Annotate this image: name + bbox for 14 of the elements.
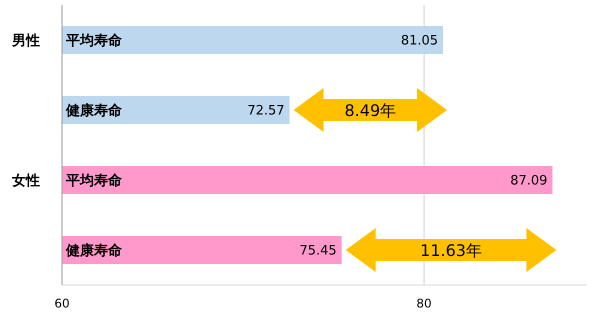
- data-label: 87.09: [510, 174, 548, 189]
- data-label: 72.57: [247, 104, 285, 119]
- y-tick-label: 健康寿命: [65, 102, 123, 119]
- y-tick-label: 平均寿命: [65, 173, 123, 189]
- x-tick-label: 80: [416, 296, 432, 311]
- annotation: 8.49年: [344, 101, 396, 120]
- data-label: 81.05: [400, 34, 438, 49]
- text: 女性: [11, 173, 40, 189]
- text: 男性: [11, 33, 40, 49]
- data-label: 75.45: [299, 244, 337, 259]
- y-tick-label: 健康寿命: [65, 242, 123, 259]
- x-tick-label: 60: [54, 296, 70, 311]
- annotation: 11.63年: [420, 241, 482, 260]
- y-tick-label: 平均寿命: [65, 33, 123, 49]
